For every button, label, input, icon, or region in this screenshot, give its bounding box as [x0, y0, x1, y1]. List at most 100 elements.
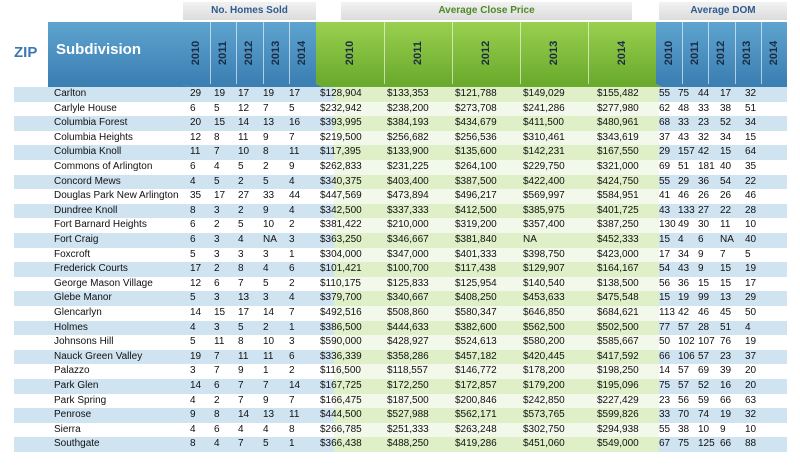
row-background — [334, 408, 659, 423]
homes-sold-cell: 4 — [238, 234, 244, 245]
row-background — [48, 174, 334, 190]
close-price-cell: $473,894 — [387, 190, 429, 202]
row-background — [48, 145, 334, 160]
dom-cell: 69 — [659, 161, 671, 172]
homes-sold-cell: 2 — [263, 161, 269, 172]
dom-cell: 41 — [659, 190, 671, 202]
close-price-cell: $590,000 — [320, 336, 362, 348]
row-background — [48, 320, 334, 336]
dom-cell: 33 — [698, 102, 710, 114]
row-background — [334, 335, 659, 350]
homes-sold-cell: 6 — [190, 234, 196, 245]
homes-sold-cell: 11 — [214, 336, 225, 348]
homes-sold-cell: 8 — [238, 336, 244, 348]
dom-cell: 36 — [678, 277, 690, 289]
dom-cell: 22 — [720, 204, 732, 216]
subdivision-name: Park Spring — [54, 394, 107, 406]
subdivision-name: Carlton — [54, 88, 87, 99]
close-price-cell: $266,785 — [320, 423, 362, 435]
homes-sold-cell: 2 — [238, 175, 244, 187]
close-price-cell: $198,250 — [597, 365, 639, 377]
close-price-cell: $227,429 — [597, 394, 639, 406]
close-price-cell: $231,225 — [387, 161, 429, 172]
row-background — [334, 160, 659, 175]
row-background — [14, 203, 48, 219]
price-year-header-4: 2014 — [588, 22, 656, 84]
close-price-cell: $238,200 — [387, 102, 429, 114]
homes-sold-cell: 5 — [263, 277, 269, 289]
close-price-cell: $166,475 — [320, 394, 362, 406]
subdivision-name: Columbia Heights — [54, 131, 133, 143]
dom-year-header-1: 2011 — [682, 22, 708, 84]
homes-sold-cell: 11 — [238, 131, 249, 143]
dom-cell: 19 — [745, 263, 757, 275]
header-separator — [289, 22, 291, 84]
dom-cell: 26 — [720, 190, 732, 202]
subdivision-name: Douglas Park New Arlington — [54, 190, 179, 202]
homes-sold-cell: 44 — [289, 190, 301, 202]
close-price-cell: $138,500 — [597, 277, 639, 289]
close-price-cell: $457,182 — [455, 350, 497, 362]
dom-cell: 125 — [698, 438, 715, 450]
close-price-cell: $420,445 — [523, 350, 565, 362]
homes-sold-cell: 14 — [190, 380, 202, 391]
dom-year-label: 2010 — [663, 40, 676, 66]
dom-cell: 113 — [659, 307, 675, 318]
table-row: Johnsons Hill 5 11 8 10 3 $590,000 $428,927 $524… — [14, 335, 787, 350]
dom-cell: 27 — [698, 204, 710, 216]
homes-sold-cell: 4 — [190, 175, 196, 187]
homes-sold-cell: 8 — [214, 131, 220, 143]
homes-sold-cell: 2 — [289, 277, 295, 289]
close-price-cell: $379,700 — [320, 292, 362, 304]
homes-sold-cell: 11 — [190, 146, 201, 158]
homes-sold-cell: 14 — [238, 117, 250, 129]
header-separator — [760, 22, 762, 84]
dom-cell: 9 — [698, 263, 704, 275]
row-background — [334, 320, 659, 336]
header-separator — [209, 22, 211, 84]
row-background — [659, 160, 787, 175]
homes-sold-cell: 7 — [214, 146, 220, 158]
dom-cell: 34 — [745, 117, 757, 129]
header-separator — [262, 22, 264, 84]
row-background — [14, 87, 48, 102]
close-price-cell: $451,060 — [523, 438, 565, 450]
close-price-group-header: Average Close Price — [341, 2, 632, 20]
homes-sold-cell: 13 — [263, 117, 275, 129]
close-price-cell: $117,395 — [320, 146, 361, 158]
table-row: Columbia Forest 20 15 14 13 16 $393,995 $384,19… — [14, 116, 787, 131]
dom-cell: 5 — [745, 248, 751, 260]
table-row: Fort Barnard Heights 6 2 5 10 2 $381,422 $210,0… — [14, 218, 787, 233]
row-background — [14, 233, 48, 248]
dom-cell: 36 — [698, 175, 710, 187]
dom-cell: 55 — [659, 423, 671, 435]
price-year-label: 2014 — [615, 40, 628, 66]
close-price-cell: $562,171 — [455, 409, 497, 421]
dom-cell: 106 — [678, 350, 695, 362]
row-background — [659, 306, 787, 321]
homes-sold-cell: 4 — [263, 423, 269, 435]
close-price-cell: $179,200 — [523, 380, 565, 391]
close-price-cell: $434,679 — [455, 117, 497, 129]
dom-cell: 10 — [745, 423, 757, 435]
close-price-cell: $347,000 — [387, 248, 429, 260]
row-background — [14, 437, 48, 452]
homes-sold-cell: 4 — [190, 423, 196, 435]
homes-sold-cell: 2 — [263, 321, 269, 333]
subdivision-name: Concord Mews — [54, 175, 121, 187]
subdivision-header-label: Subdivision — [56, 41, 142, 58]
dom-cell: 9 — [720, 423, 726, 435]
homes-sold-cell: 12 — [190, 131, 202, 143]
row-background — [48, 291, 334, 306]
homes-sold-cell: 19 — [214, 88, 226, 99]
homes-sold-cell: 3 — [214, 204, 220, 216]
row-background — [334, 422, 659, 438]
dom-cell: 33 — [678, 117, 690, 129]
homes-sold-cell: 7 — [214, 350, 220, 362]
close-price-cell: $340,375 — [320, 175, 362, 187]
row-background — [14, 335, 48, 350]
close-price-cell: $256,682 — [387, 131, 429, 143]
dom-cell: 52 — [698, 380, 710, 391]
close-price-cell: $129,907 — [523, 263, 565, 275]
table-row: Dundree Knoll 8 3 2 9 4 $342,500 $337,333 $412,5… — [14, 203, 787, 219]
